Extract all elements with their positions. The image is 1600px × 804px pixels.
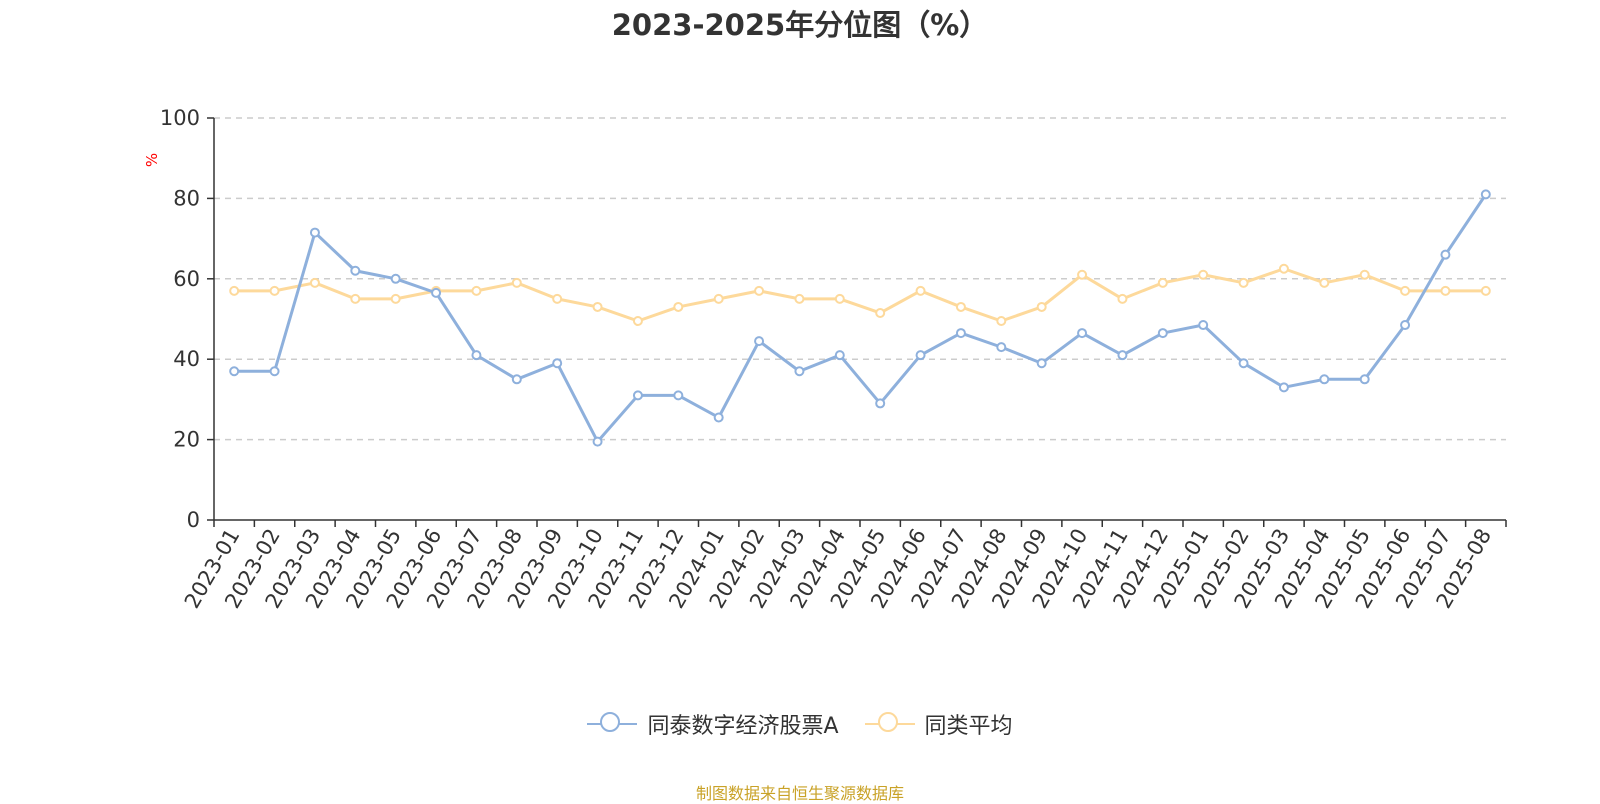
data-point[interactable] xyxy=(713,293,724,304)
data-point[interactable] xyxy=(390,293,401,304)
data-point[interactable] xyxy=(1319,277,1330,288)
data-point[interactable] xyxy=(1400,285,1411,296)
data-point[interactable] xyxy=(1036,301,1047,312)
legend-item-series-1[interactable]: 同泰数字经济股票A xyxy=(587,708,839,740)
data-point[interactable] xyxy=(834,293,845,304)
legend: 同泰数字经济股票A 同类平均 xyxy=(0,708,1600,740)
data-point[interactable] xyxy=(1157,328,1168,339)
data-point[interactable] xyxy=(794,366,805,377)
data-point[interactable] xyxy=(875,398,886,409)
legend-label: 同泰数字经济股票A xyxy=(647,714,839,739)
data-point[interactable] xyxy=(592,436,603,447)
data-point[interactable] xyxy=(794,293,805,304)
data-point[interactable] xyxy=(229,285,240,296)
data-point[interactable] xyxy=(834,350,845,361)
data-point[interactable] xyxy=(1359,269,1370,280)
source-note: 制图数据来自恒生聚源数据库 xyxy=(695,784,904,803)
data-point[interactable] xyxy=(915,285,926,296)
chart-title: 2023-2025年分位图（%） xyxy=(611,8,989,42)
data-point[interactable] xyxy=(875,307,886,318)
legend-marker-icon xyxy=(587,710,638,738)
data-point[interactable] xyxy=(1238,277,1249,288)
data-point[interactable] xyxy=(471,350,482,361)
data-point[interactable] xyxy=(1157,277,1168,288)
data-point[interactable] xyxy=(1440,249,1451,260)
data-point[interactable] xyxy=(1198,320,1209,331)
data-point[interactable] xyxy=(1238,358,1249,369)
data-point[interactable] xyxy=(632,390,643,401)
data-point[interactable] xyxy=(1359,374,1370,385)
data-point[interactable] xyxy=(1278,382,1289,393)
data-point[interactable] xyxy=(1278,263,1289,274)
data-point[interactable] xyxy=(511,374,522,385)
data-point[interactable] xyxy=(955,301,966,312)
data-point[interactable] xyxy=(1198,269,1209,280)
y-tick-label: 40 xyxy=(173,347,200,371)
data-point[interactable] xyxy=(350,265,361,276)
data-point[interactable] xyxy=(754,336,765,347)
data-point[interactable] xyxy=(996,342,1007,353)
data-point[interactable] xyxy=(754,285,765,296)
data-point[interactable] xyxy=(713,412,724,423)
data-point[interactable] xyxy=(1077,328,1088,339)
data-point[interactable] xyxy=(1117,293,1128,304)
series xyxy=(229,189,1491,447)
data-point[interactable] xyxy=(1440,285,1451,296)
data-point[interactable] xyxy=(915,350,926,361)
data-point[interactable] xyxy=(955,328,966,339)
data-point[interactable] xyxy=(309,227,320,238)
series-line xyxy=(234,267,1486,323)
data-point[interactable] xyxy=(390,273,401,284)
data-point[interactable] xyxy=(996,316,1007,327)
y-tick-label: 20 xyxy=(173,428,200,452)
data-point[interactable] xyxy=(592,301,603,312)
data-point[interactable] xyxy=(1077,269,1088,280)
data-point[interactable] xyxy=(1319,374,1330,385)
legend-marker-icon xyxy=(864,710,915,738)
data-point[interactable] xyxy=(552,358,563,369)
legend-label: 同类平均 xyxy=(924,714,1013,739)
data-point[interactable] xyxy=(1400,320,1411,331)
data-point[interactable] xyxy=(632,316,643,327)
data-point[interactable] xyxy=(1117,350,1128,361)
data-point[interactable] xyxy=(471,285,482,296)
data-point[interactable] xyxy=(309,277,320,288)
data-point[interactable] xyxy=(1480,285,1491,296)
data-point[interactable] xyxy=(673,301,684,312)
data-point[interactable] xyxy=(1480,189,1491,200)
data-point[interactable] xyxy=(350,293,361,304)
data-point[interactable] xyxy=(229,366,240,377)
data-point[interactable] xyxy=(269,366,280,377)
data-point[interactable] xyxy=(269,285,280,296)
y-axis-label: % xyxy=(143,153,161,167)
legend-item-series-2[interactable]: 同类平均 xyxy=(864,708,1013,740)
data-point[interactable] xyxy=(552,293,563,304)
data-point[interactable] xyxy=(1036,358,1047,369)
y-tick-label: 100 xyxy=(160,106,200,130)
y-tick-label: 60 xyxy=(173,267,200,291)
data-point[interactable] xyxy=(431,287,442,298)
data-point[interactable] xyxy=(511,277,522,288)
data-point[interactable] xyxy=(673,390,684,401)
y-tick-label: 80 xyxy=(173,186,200,210)
y-tick-label: 0 xyxy=(187,508,200,532)
series-line xyxy=(234,193,1488,444)
